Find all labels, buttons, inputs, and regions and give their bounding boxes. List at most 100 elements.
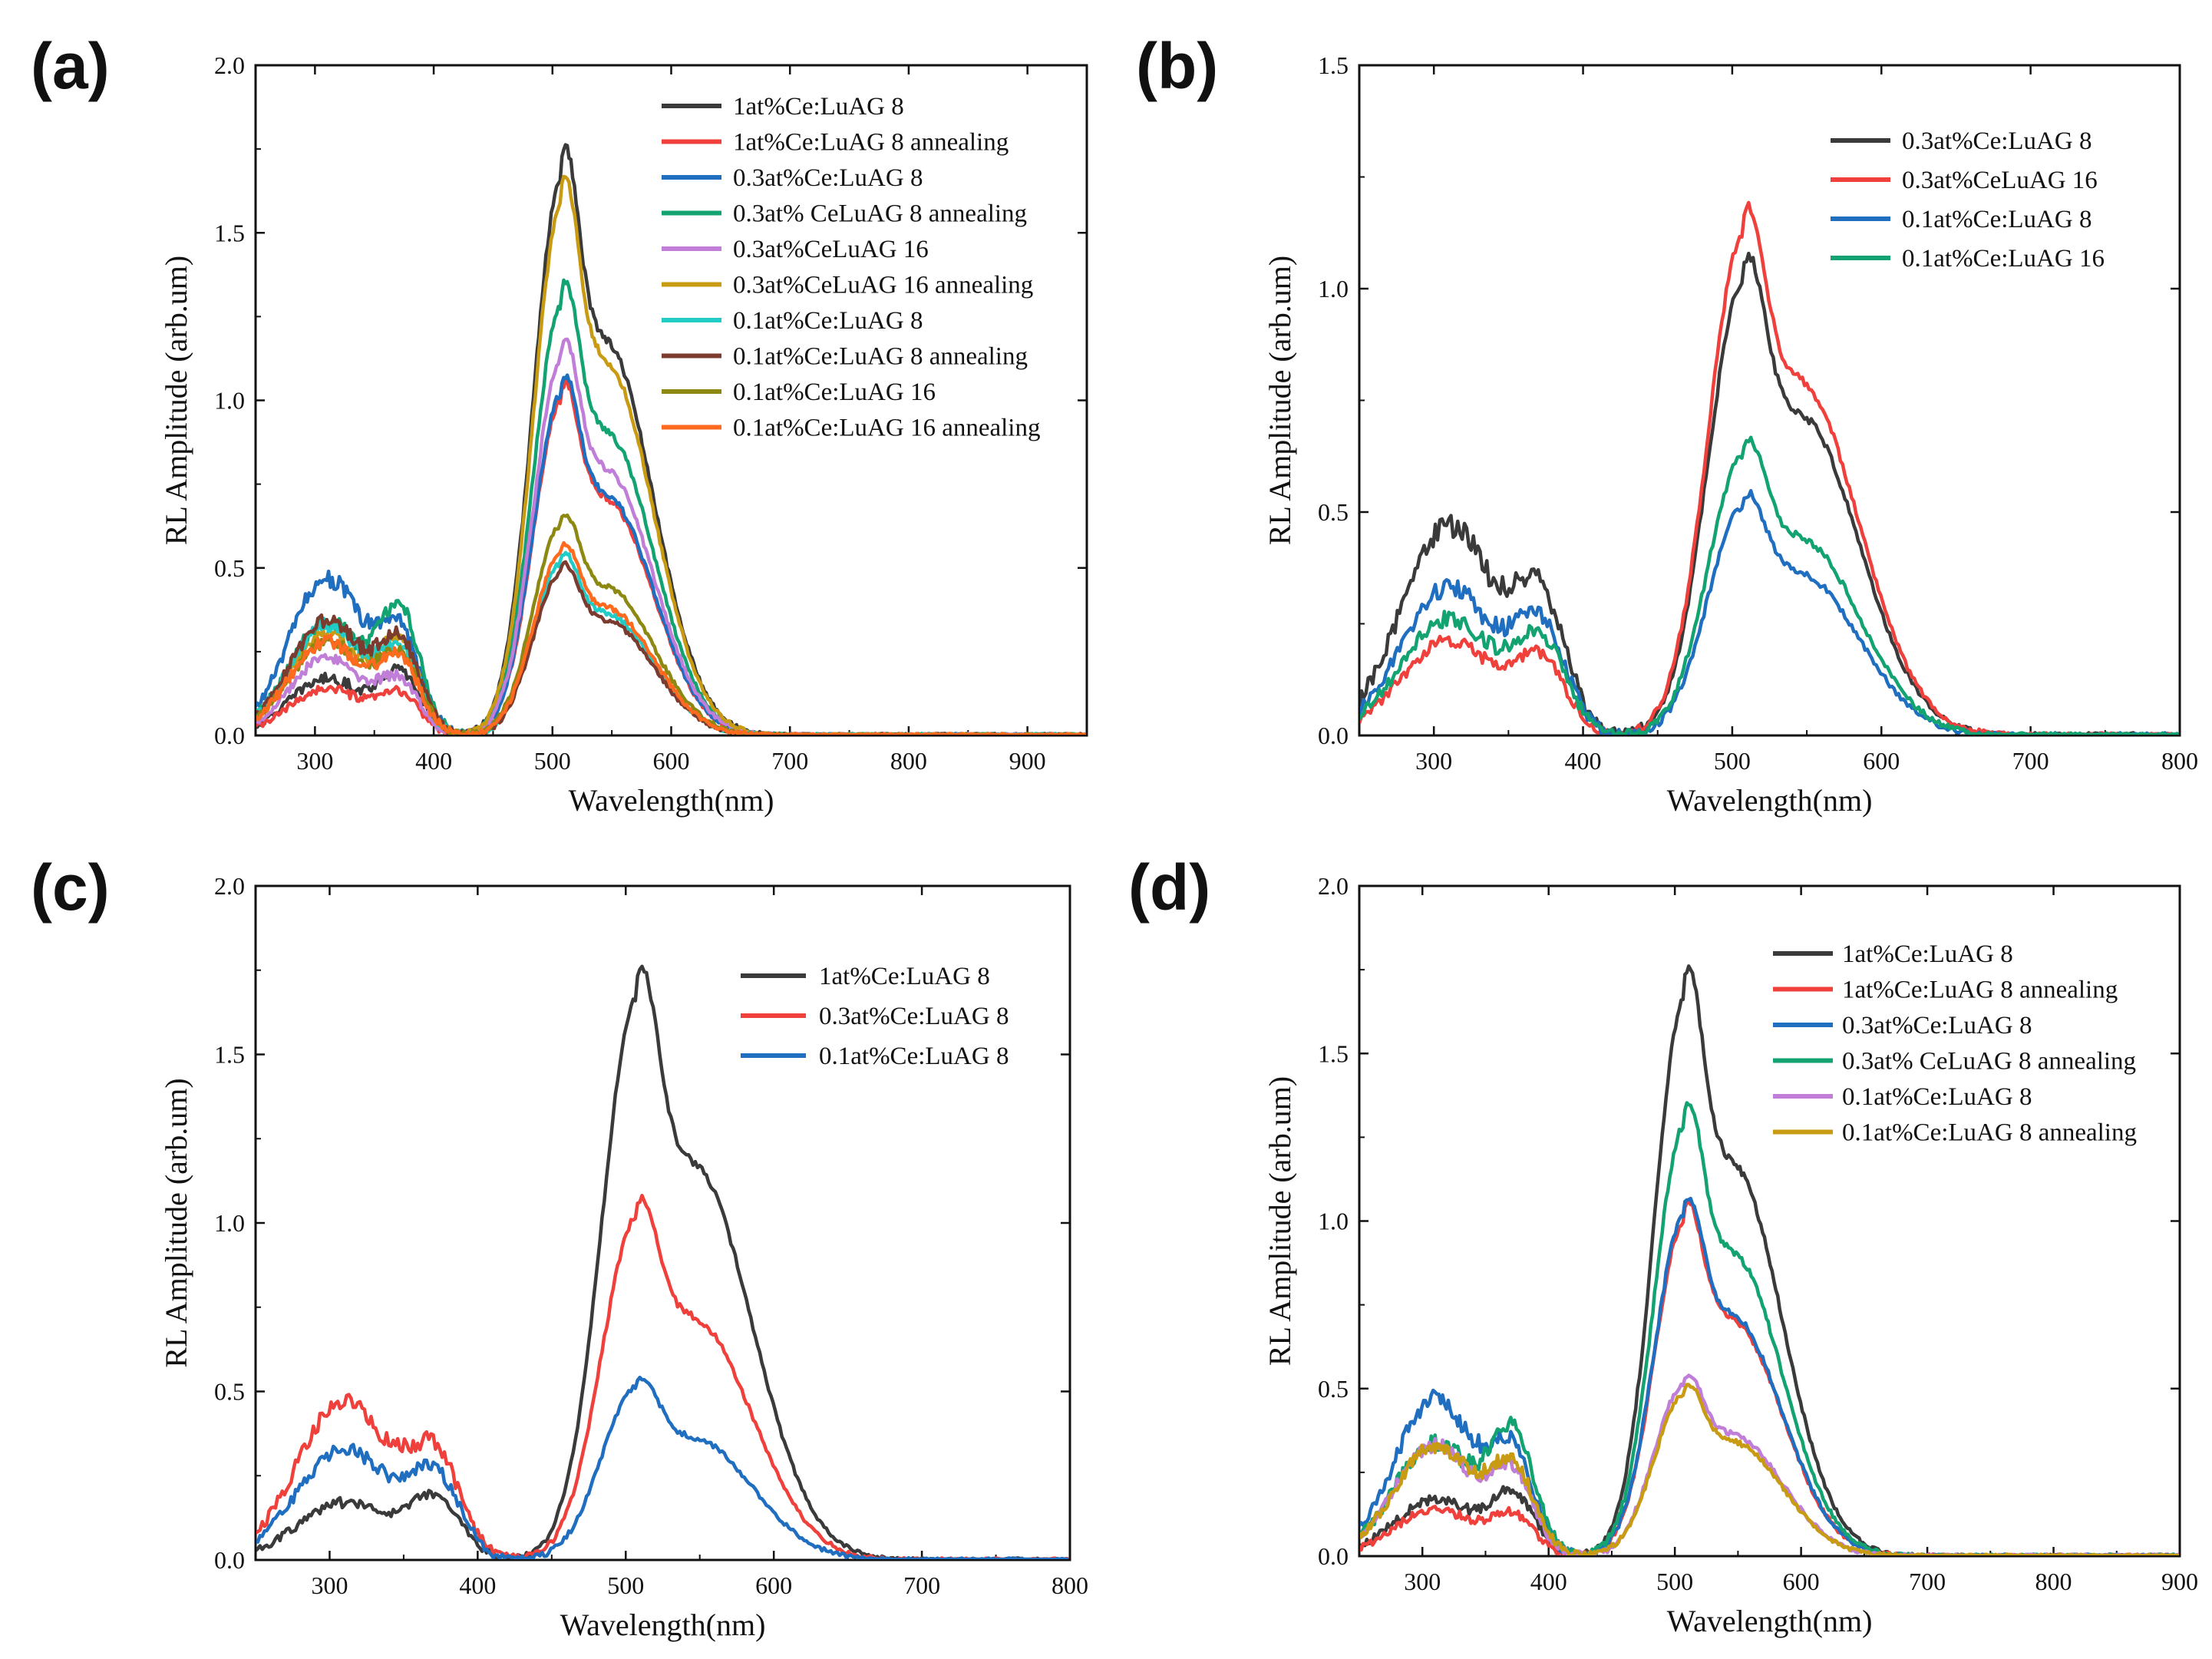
x-axis-label: Wavelength(nm) (1667, 783, 1873, 818)
legend: 1at%Ce:LuAG 8 1at%Ce:LuAG 8 annealing 0.3a… (662, 93, 1040, 442)
legend: 1at%Ce:LuAG 8 0.3at%Ce:LuAG 8 0.1at%Ce:LuA… (741, 963, 1009, 1070)
y-axis-label: RL Amplitude (arb.um) (1263, 256, 1297, 545)
x-tick-label: 600 (1783, 1568, 1820, 1595)
panel-label: (c) (31, 851, 110, 924)
series-line-2 (1360, 488, 2179, 735)
x-tick-label: 500 (1714, 747, 1751, 775)
x-tick-label: 300 (296, 747, 333, 775)
x-tick-label: 800 (890, 747, 927, 775)
legend-entry: 0.3at% CeLuAG 8 annealing (733, 200, 1027, 228)
x-tick-label: 300 (1415, 747, 1452, 775)
y-tick-label: 0.0 (214, 722, 245, 749)
y-tick-label: 0.5 (214, 1378, 245, 1406)
series-line-2 (256, 373, 1086, 735)
x-tick-label: 800 (1052, 1571, 1088, 1599)
series-group (1360, 964, 2179, 1555)
legend-entry: 0.1at%Ce:LuAG 8 (733, 307, 923, 335)
legend-entry: 0.1at%Ce:LuAG 8 (819, 1043, 1009, 1070)
x-tick-label: 300 (1404, 1568, 1441, 1595)
legend-entry: 0.1at%Ce:LuAG 16 annealing (733, 415, 1040, 442)
series-line-0 (256, 143, 1086, 735)
legend-entry: 1at%Ce:LuAG 8 (819, 963, 990, 990)
y-tick-label: 1.5 (214, 219, 245, 246)
series-line-2 (1360, 1196, 2179, 1555)
legend-entry: 1at%Ce:LuAG 8 annealing (733, 129, 1009, 157)
series-line-1 (256, 1193, 1069, 1559)
legend-entry: 0.1at%Ce:LuAG 8 (1902, 206, 2091, 233)
y-axis-label: RL Amplitude (arb.um) (159, 256, 193, 545)
series-group (256, 964, 1069, 1559)
x-tick-label: 400 (415, 747, 452, 775)
x-tick-label: 500 (534, 747, 571, 775)
y-tick-label: 1.5 (1318, 1039, 1349, 1067)
legend-entry: 0.1at%Ce:LuAG 8 annealing (1842, 1119, 2137, 1147)
x-tick-label: 400 (1565, 747, 1602, 775)
series-line-4 (1360, 1373, 2179, 1555)
x-tick-label: 600 (755, 1571, 792, 1599)
x-tick-label: 600 (653, 747, 690, 775)
legend-entry: 0.3at% CeLuAG 8 annealing (1842, 1048, 2136, 1076)
y-tick-label: 1.0 (1318, 275, 1349, 302)
legend-entry: 0.3at%CeLuAG 16 annealing (733, 272, 1033, 299)
legend-entry: 0.3at%CeLuAG 16 (733, 236, 929, 263)
legend-entry: 0.3at%Ce:LuAG 8 (1842, 1012, 2032, 1039)
y-tick-label: 1.0 (1318, 1208, 1349, 1235)
x-tick-label: 400 (1530, 1568, 1567, 1595)
x-tick-label: 700 (2012, 747, 2049, 775)
x-tick-label: 500 (1656, 1568, 1693, 1595)
legend: 1at%Ce:LuAG 8 1at%Ce:LuAG 8 annealing 0.3a… (1773, 940, 2137, 1147)
legend-entry: 0.1at%Ce:LuAG 16 (1902, 245, 2105, 273)
legend-entry: 0.3at%Ce:LuAG 8 (733, 164, 923, 192)
series-line-3 (1360, 435, 2179, 735)
y-tick-label: 1.5 (214, 1041, 245, 1069)
legend: 0.3at%Ce:LuAG 8 0.3at%CeLuAG 16 0.1at%Ce:L… (1831, 127, 2105, 273)
series-line-9 (256, 540, 1086, 735)
series-line-0 (256, 964, 1069, 1559)
series-line-1 (1360, 200, 2179, 735)
legend-entry: 0.1at%Ce:LuAG 8 (1842, 1083, 2032, 1111)
y-axis-label: RL Amplitude (arb.um) (1263, 1076, 1297, 1366)
legend-entry: 1at%Ce:LuAG 8 (733, 93, 904, 121)
series-line-7 (256, 560, 1086, 735)
x-tick-label: 900 (1009, 747, 1046, 775)
panel-label: (a) (31, 30, 110, 102)
y-tick-label: 2.0 (214, 872, 245, 900)
x-tick-label: 900 (2161, 1568, 2198, 1595)
legend-entry: 0.3at%CeLuAG 16 (1902, 167, 2098, 194)
y-tick-label: 1.0 (214, 387, 245, 415)
y-tick-label: 0.5 (1318, 498, 1349, 526)
x-tick-label: 300 (311, 1571, 348, 1599)
legend-entry: 0.3at%Ce:LuAG 8 (819, 1003, 1009, 1030)
chart-panel-1: (b) 300 400 500 600 700 800 0.0 0.5 1.0 1.5 Wavelen… (1136, 30, 2198, 818)
y-axis-label: RL Amplitude (arb.um) (159, 1078, 193, 1367)
y-tick-label: 2.0 (1318, 872, 1349, 900)
x-axis-label: Wavelength(nm) (1667, 1604, 1873, 1638)
series-line-3 (1360, 1101, 2179, 1555)
chart-panel-3: (d) 300 400 500 600 700 800 900 0.0 0.5 1.0 1.5 2.0 W… (1128, 851, 2198, 1638)
series-line-5 (1360, 1383, 2179, 1555)
panel-label: (d) (1128, 851, 1210, 924)
y-tick-label: 0.0 (1318, 1542, 1349, 1570)
legend-entry: 1at%Ce:LuAG 8 (1842, 940, 2013, 968)
x-axis-label: Wavelength(nm) (569, 783, 774, 818)
x-axis-label: Wavelength(nm) (560, 1608, 766, 1642)
y-tick-label: 0.0 (1318, 722, 1349, 749)
series-group (256, 143, 1086, 735)
y-tick-label: 0.0 (214, 1546, 245, 1574)
legend-entry: 0.1at%Ce:LuAG 8 annealing (733, 343, 1028, 371)
x-tick-label: 400 (459, 1571, 496, 1599)
legend-entry: 0.1at%Ce:LuAG 16 (733, 378, 936, 406)
series-group (1360, 200, 2179, 735)
x-tick-label: 500 (607, 1571, 644, 1599)
legend-entry: 0.3at%Ce:LuAG 8 (1902, 127, 2091, 155)
x-tick-label: 800 (2035, 1568, 2072, 1595)
y-tick-label: 2.0 (214, 51, 245, 79)
series-line-3 (256, 278, 1086, 735)
x-tick-label: 700 (771, 747, 808, 775)
y-tick-label: 1.5 (1318, 51, 1349, 79)
legend-entry: 1at%Ce:LuAG 8 annealing (1842, 977, 2118, 1004)
x-tick-label: 700 (1909, 1568, 1946, 1595)
chart-panel-0: (a) 300 400 500 600 700 800 900 0.0 0.5 1.0 1.5 2.0 W… (31, 30, 1088, 818)
chart-panel-2: (c) 300 400 500 600 700 800 0.0 0.5 1.0 1.5 2.0 Wave… (31, 851, 1088, 1642)
x-tick-label: 800 (2161, 747, 2198, 775)
